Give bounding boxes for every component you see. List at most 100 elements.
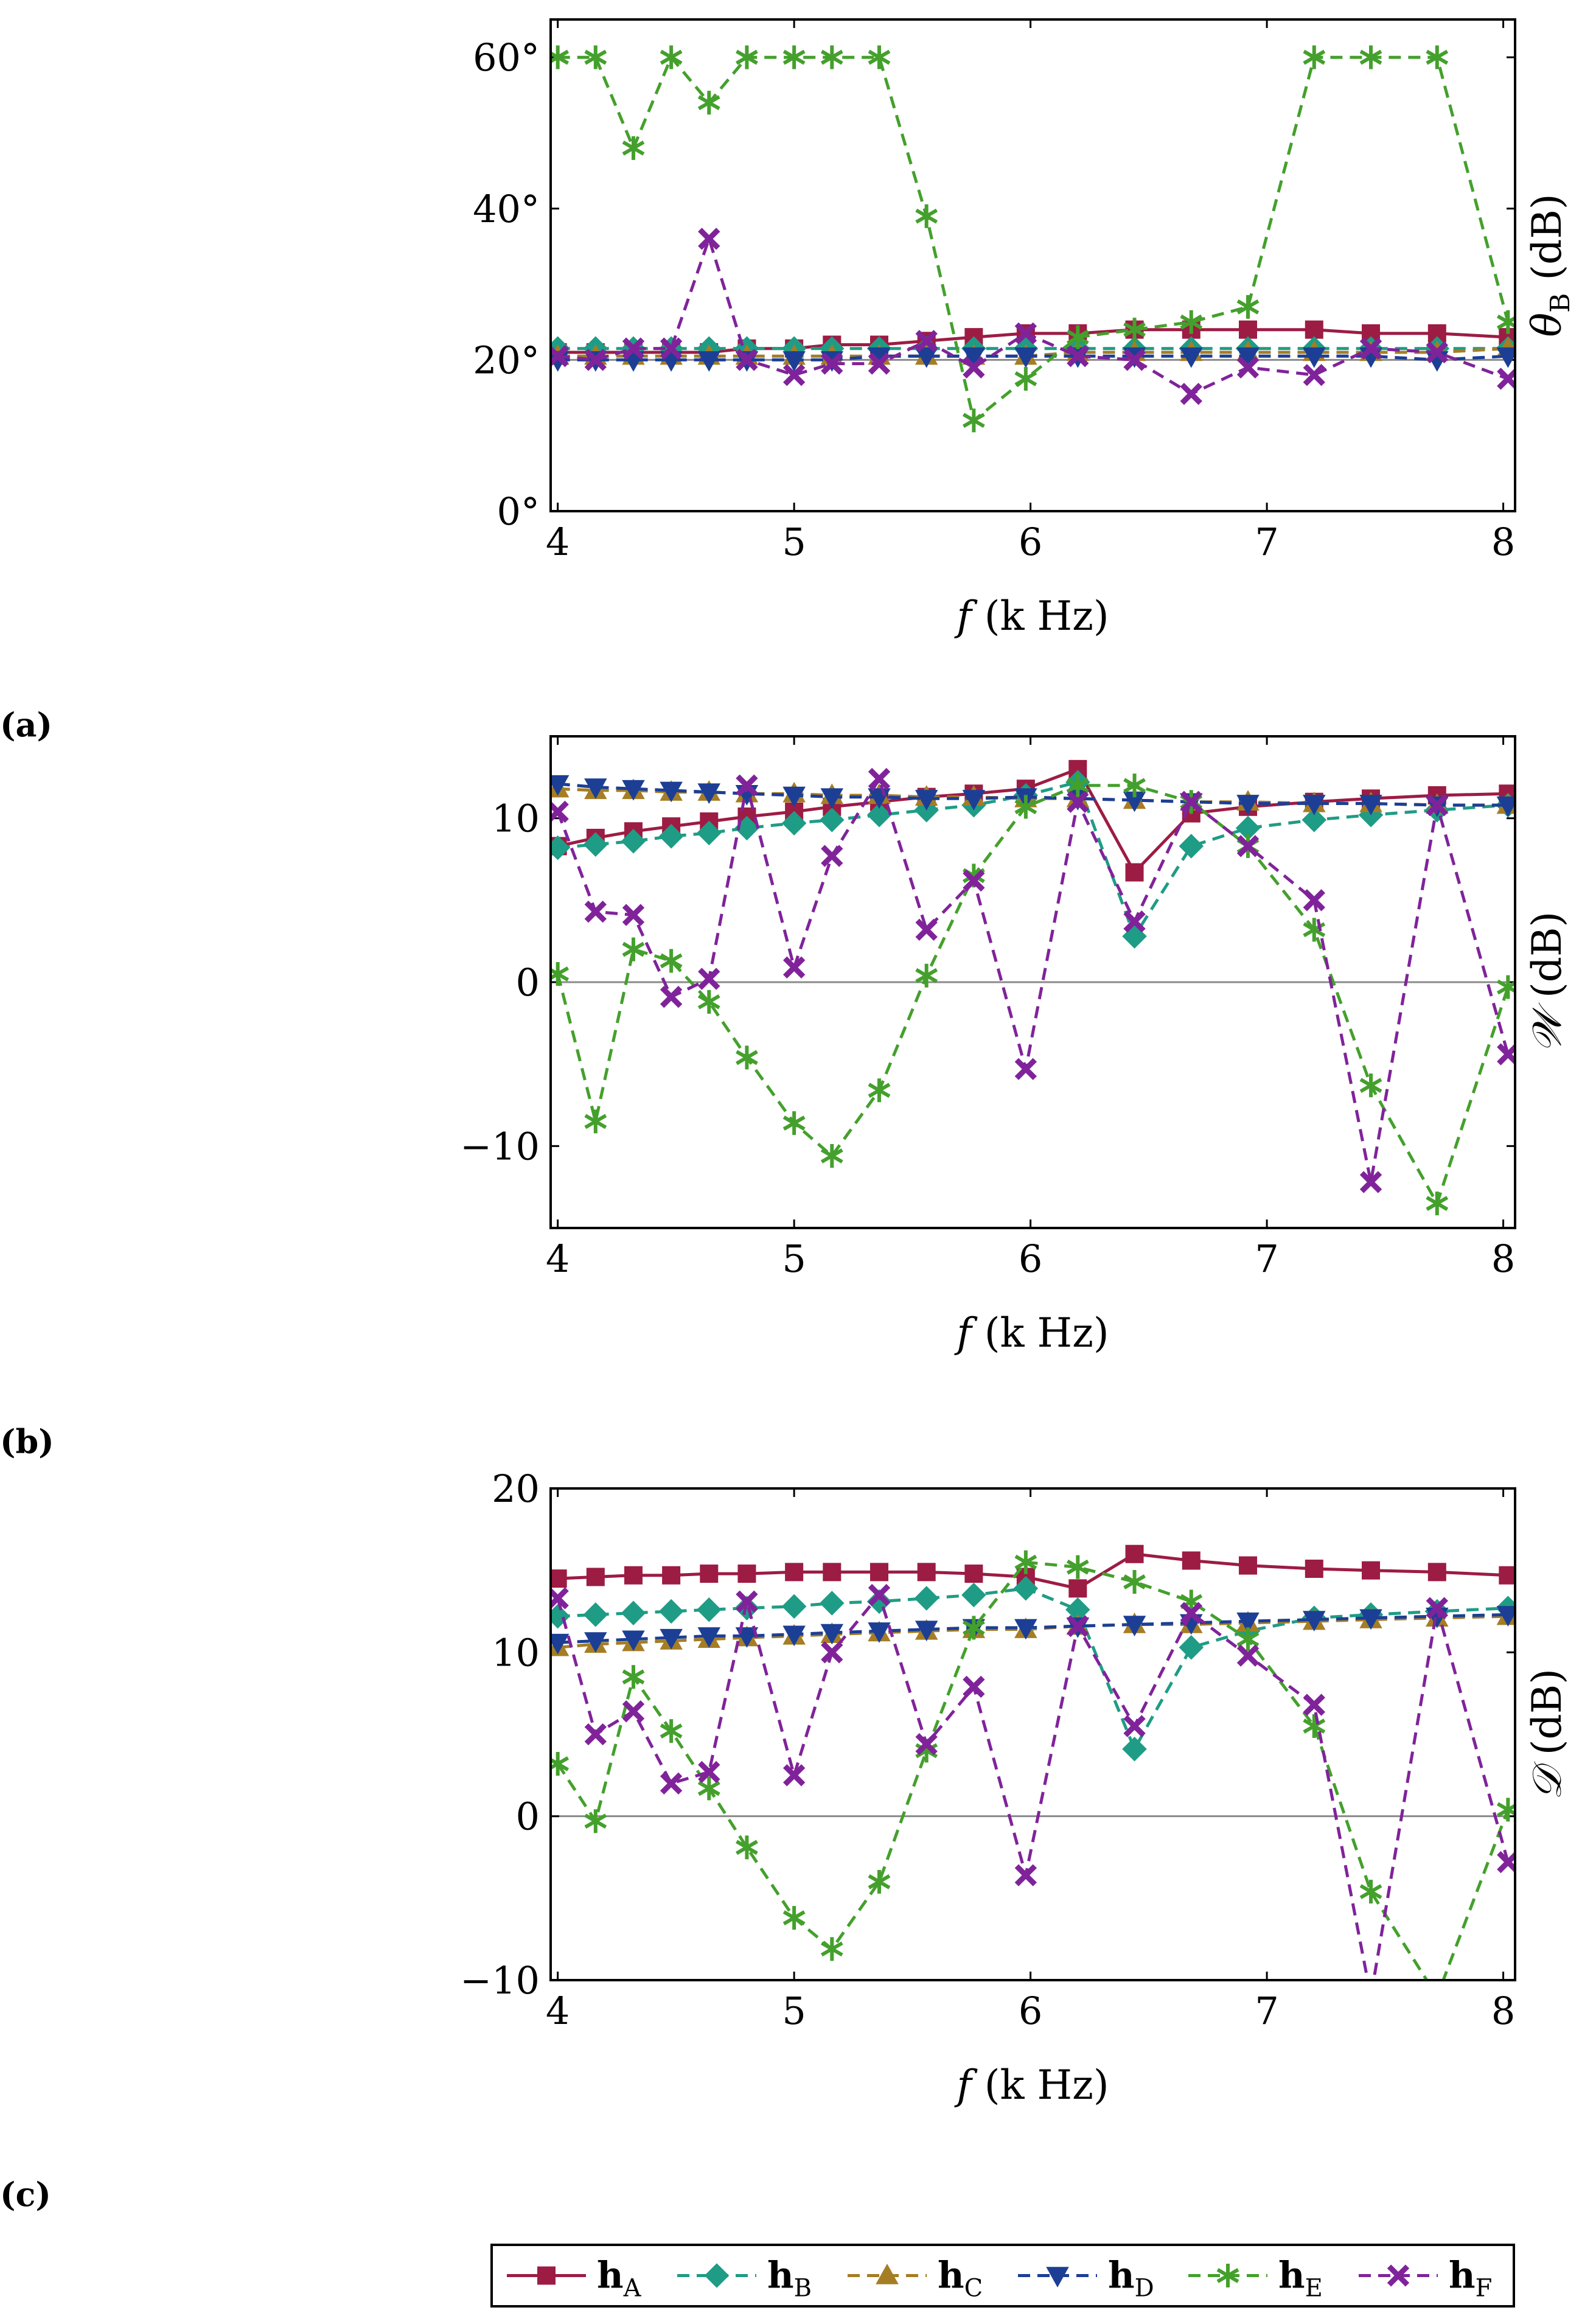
data-point-hF bbox=[1067, 790, 1089, 813]
y-axis-label: 𝒟 (dB) bbox=[1524, 1669, 1570, 1800]
data-point-hF bbox=[963, 356, 985, 379]
data-point-hB bbox=[583, 832, 608, 857]
data-point-hF bbox=[622, 337, 645, 360]
data-point-hD bbox=[915, 790, 938, 811]
data-point-hF bbox=[1426, 1597, 1448, 1619]
data-point-hF bbox=[736, 1590, 758, 1613]
series-line-hE bbox=[556, 784, 1510, 1207]
data-point-hE bbox=[1066, 1555, 1089, 1579]
data-point-hF bbox=[1180, 1602, 1202, 1624]
data-point-hE bbox=[584, 1109, 607, 1134]
y-tick-label: 0° bbox=[497, 489, 540, 534]
legend-label-hA: hA bbox=[597, 2255, 642, 2303]
legend-label-hC: hC bbox=[938, 2255, 983, 2303]
data-point-hB bbox=[1302, 808, 1327, 832]
data-point-hD bbox=[1014, 1619, 1037, 1640]
data-point-hB bbox=[551, 835, 570, 860]
panel-label: (a) bbox=[0, 705, 52, 744]
data-point-hB bbox=[658, 824, 684, 849]
data-point-hD bbox=[1303, 1611, 1326, 1631]
data-point-hB bbox=[697, 1597, 722, 1622]
data-point-hA bbox=[1239, 1556, 1258, 1575]
data-point-hD bbox=[1014, 347, 1037, 368]
data-point-hE bbox=[1014, 795, 1037, 819]
data-point-hD bbox=[622, 1630, 645, 1652]
data-point-hF bbox=[915, 918, 938, 941]
x-axis-label: f (k Hz) bbox=[953, 2062, 1109, 2109]
x-tick-label: 4 bbox=[546, 1237, 570, 1281]
chart-panel-3: 4 5 6 7 8 −10 0 10 20 f (k Hz) 𝒟 (dB) (c) bbox=[0, 1467, 1570, 2214]
data-point-hA bbox=[551, 1569, 567, 1588]
data-point-hA bbox=[1125, 1544, 1144, 1563]
series-line-hF bbox=[556, 1591, 1510, 1980]
data-point-hE bbox=[962, 408, 985, 433]
series-line-hF bbox=[556, 775, 1510, 1183]
data-point-hF bbox=[1303, 1694, 1325, 1716]
data-point-hA bbox=[624, 1566, 643, 1585]
x-tick-label: 6 bbox=[1019, 1237, 1042, 1281]
legend-label-hB: hB bbox=[767, 2255, 812, 2303]
data-point-hF bbox=[1362, 1987, 1380, 2006]
data-point-hF bbox=[782, 1764, 806, 1787]
data-point-hF bbox=[660, 1772, 683, 1795]
data-point-hE bbox=[962, 1616, 985, 1640]
data-point-hF bbox=[963, 1675, 985, 1698]
y-tick-label: 0 bbox=[516, 1795, 540, 1839]
data-point-hE bbox=[1066, 773, 1089, 798]
data-point-hE bbox=[782, 1906, 806, 1930]
legend-label-hF: hF bbox=[1449, 2255, 1492, 2303]
data-point-hF bbox=[821, 845, 843, 867]
data-point-hD bbox=[622, 780, 645, 801]
data-point-hB bbox=[914, 1586, 939, 1611]
data-point-hE bbox=[697, 91, 720, 115]
data-point-hF bbox=[1426, 794, 1448, 817]
data-point-hA bbox=[823, 1563, 842, 1582]
y-axis-label: 𝒲 (dB) bbox=[1524, 912, 1570, 1053]
data-point-hE bbox=[868, 45, 891, 69]
data-point-hF bbox=[915, 1732, 938, 1756]
data-point-hE bbox=[622, 136, 645, 160]
data-point-hB bbox=[1122, 1736, 1147, 1762]
data-point-hF bbox=[1123, 1715, 1146, 1737]
data-point-hF bbox=[915, 330, 938, 352]
data-point-hE bbox=[1303, 45, 1326, 69]
data-point-hD bbox=[584, 1632, 607, 1653]
data-point-hA bbox=[785, 1563, 804, 1582]
data-point-hF bbox=[660, 337, 683, 360]
data-point-hD bbox=[782, 351, 806, 372]
data-point-hE bbox=[697, 1776, 720, 1801]
data-point-hE bbox=[868, 1078, 891, 1103]
data-point-hA bbox=[1427, 1563, 1446, 1582]
data-point-hE bbox=[782, 1111, 806, 1136]
data-point-hF bbox=[622, 1700, 645, 1723]
data-point-hE bbox=[915, 204, 938, 228]
x-axis-label: f (k Hz) bbox=[953, 1310, 1109, 1356]
data-point-hD bbox=[660, 781, 683, 803]
data-point-hE bbox=[584, 1809, 607, 1833]
data-point-hE bbox=[868, 1869, 891, 1894]
legend: hA hB hC hD hE hF bbox=[490, 2244, 1515, 2308]
data-point-hF bbox=[868, 352, 891, 375]
data-point-hF bbox=[1180, 790, 1202, 813]
data-point-hE bbox=[622, 937, 645, 961]
data-point-hF bbox=[1236, 835, 1260, 857]
y-tick-label: −10 bbox=[460, 1124, 540, 1168]
legend-marker-hE bbox=[1216, 2264, 1239, 2287]
series-line-hE bbox=[556, 1560, 1510, 1980]
data-point-hB bbox=[583, 1602, 608, 1627]
data-point-hB bbox=[621, 1600, 646, 1625]
plot-frame bbox=[549, 735, 1516, 1229]
data-point-hD bbox=[962, 347, 986, 368]
data-point-hB bbox=[697, 820, 722, 846]
data-point-hD bbox=[551, 1633, 570, 1655]
data-point-hA bbox=[737, 1565, 756, 1583]
chart-panel-2: 4 5 6 7 8 −10 0 10 f (k Hz) 𝒲 (dB) (b) bbox=[0, 735, 1570, 1461]
data-point-hE bbox=[1014, 366, 1037, 391]
data-point-hD bbox=[1303, 795, 1326, 815]
data-point-hF bbox=[584, 349, 607, 371]
x-axis-label: f (k Hz) bbox=[953, 593, 1109, 640]
data-point-hD bbox=[1123, 1616, 1146, 1637]
data-point-hB bbox=[866, 803, 892, 828]
data-point-hE bbox=[820, 1937, 843, 1961]
data-point-hA bbox=[1182, 1551, 1200, 1570]
